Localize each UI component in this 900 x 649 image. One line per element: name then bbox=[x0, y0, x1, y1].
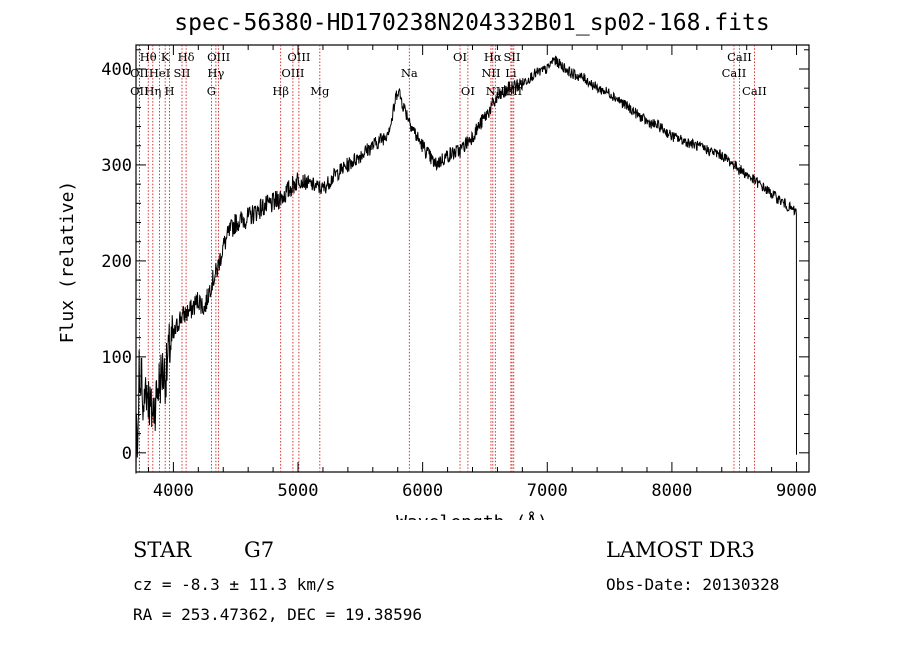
spectral-line-label: OI bbox=[453, 50, 467, 64]
spectral-line-label: Hβ bbox=[272, 84, 289, 98]
spectral-line-label: Hη bbox=[144, 84, 161, 98]
observation-date: Obs-Date: 20130328 bbox=[606, 575, 780, 594]
y-tick-label: 100 bbox=[101, 348, 132, 368]
x-tick-label: 7000 bbox=[527, 481, 568, 501]
y-tick-label: 200 bbox=[101, 252, 132, 272]
spectral-line-label: K bbox=[161, 50, 170, 64]
x-axis-ticks: 4000 5000 6000 7000 8000 9000 bbox=[147, 45, 817, 501]
spectral-line-label: Na bbox=[401, 66, 418, 80]
spectral-line-label: Hγ bbox=[207, 66, 224, 80]
spectral-line-label: Hδ bbox=[178, 50, 195, 64]
x-tick-label: 5000 bbox=[278, 481, 319, 501]
spectral-subclass: G7 bbox=[244, 538, 275, 562]
spectral-line-label: Hα bbox=[484, 50, 502, 64]
spectrum-line bbox=[135, 55, 797, 474]
spectral-line-label: SII bbox=[174, 66, 191, 80]
spectral-line-label: Hθ bbox=[140, 50, 157, 64]
redshift-text: cz = -8.3 ± 11.3 km/s bbox=[133, 575, 336, 594]
y-tick-label: 0 bbox=[122, 444, 132, 464]
spectral-line-label: CaII bbox=[742, 84, 767, 98]
plot-frame bbox=[135, 44, 810, 473]
survey-name: LAMOST DR3 bbox=[606, 538, 755, 562]
x-tick-label: 4000 bbox=[153, 481, 194, 501]
chart-title: spec-56380-HD170238N204332B01_sp02-168.f… bbox=[174, 10, 769, 36]
x-tick-label: 9000 bbox=[776, 481, 817, 501]
x-axis-label: Wavelength (Å) bbox=[396, 511, 548, 520]
y-tick-label: 300 bbox=[101, 156, 132, 176]
spectral-line-label: OIII bbox=[281, 66, 304, 80]
y-axis-label: Flux (relative) bbox=[57, 181, 78, 344]
spectral-line-label: CaII bbox=[722, 66, 747, 80]
x-tick-label: 6000 bbox=[402, 481, 443, 501]
spectral-line-label: OII bbox=[130, 84, 149, 98]
coordinates: RA = 253.47362, DEC = 19.38596 bbox=[133, 605, 422, 624]
spectral-line-label: CaII bbox=[727, 50, 752, 64]
spectrum-chart: spec-56380-HD170238N204332B01_sp02-168.f… bbox=[57, 10, 817, 533]
spectral-line-markers bbox=[138, 45, 755, 472]
object-class: STAR bbox=[133, 538, 192, 562]
spectral-line-label: OI bbox=[461, 84, 475, 98]
spectral-line-label: Mg bbox=[310, 84, 330, 98]
spectral-line-label: SII bbox=[504, 50, 521, 64]
y-tick-label: 400 bbox=[101, 60, 132, 80]
spectral-line-label: OIII bbox=[207, 50, 230, 64]
spectral-line-label: H bbox=[165, 84, 175, 98]
spectral-line-label: Li bbox=[505, 66, 517, 80]
spectral-line-label: G bbox=[207, 84, 216, 98]
spectral-line-label: OII bbox=[130, 66, 149, 80]
spectral-line-label: HeI bbox=[149, 66, 170, 80]
spectral-line-label: OIII bbox=[287, 50, 310, 64]
x-tick-label: 8000 bbox=[651, 481, 692, 501]
spectral-line-label: NII bbox=[481, 66, 500, 80]
y-axis-ticks: 0 100 200 300 400 bbox=[101, 49, 809, 473]
spectrum-series bbox=[135, 55, 797, 474]
